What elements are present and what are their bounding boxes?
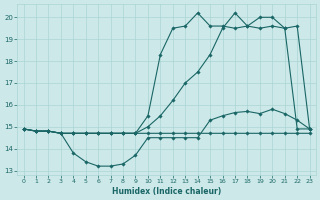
- X-axis label: Humidex (Indice chaleur): Humidex (Indice chaleur): [112, 187, 221, 196]
